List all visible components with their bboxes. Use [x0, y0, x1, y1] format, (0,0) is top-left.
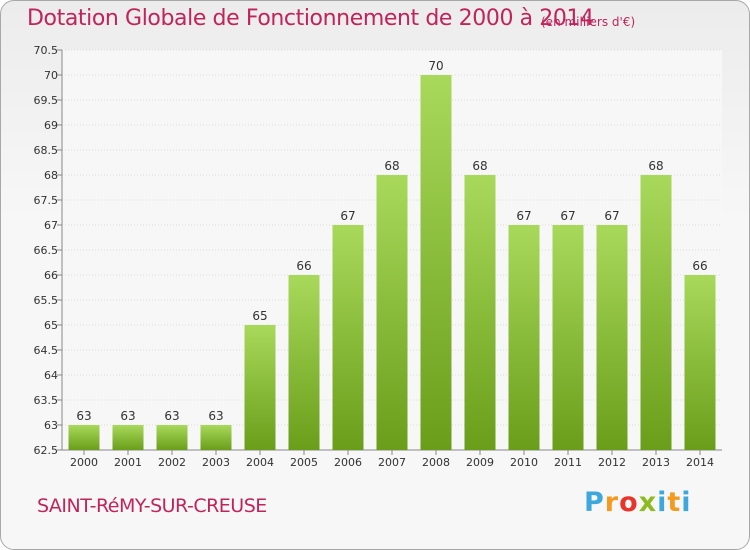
y-tick-label: 62.5 — [34, 444, 59, 457]
y-tick-label: 68 — [44, 169, 58, 182]
x-tick-label: 2006 — [334, 456, 362, 469]
bar — [640, 175, 672, 450]
bar-value-label: 63 — [76, 409, 91, 423]
x-tick-label: 2003 — [202, 456, 230, 469]
bar-value-label: 65 — [252, 309, 267, 323]
bar-value-label: 70 — [428, 59, 443, 73]
bar — [244, 325, 276, 450]
y-tick-label: 67.5 — [34, 194, 59, 207]
bar-value-label: 63 — [120, 409, 135, 423]
bar — [464, 175, 496, 450]
bar — [508, 225, 540, 450]
bar — [332, 225, 364, 450]
bar — [376, 175, 408, 450]
x-tick-label: 2000 — [70, 456, 98, 469]
bar — [596, 225, 628, 450]
y-tick-label: 70.5 — [34, 44, 59, 57]
y-tick-label: 64 — [44, 369, 58, 382]
y-tick-label: 68.5 — [34, 144, 59, 157]
x-tick-label: 2001 — [114, 456, 142, 469]
y-tick-label: 65.5 — [34, 294, 59, 307]
bar — [68, 425, 100, 450]
bar-value-label: 68 — [648, 159, 663, 173]
bar — [420, 75, 452, 450]
chart-title: Dotation Globale de Fonctionnement de 20… — [27, 6, 594, 31]
x-tick-label: 2008 — [422, 456, 450, 469]
brand-letter: t — [667, 487, 682, 518]
bar — [684, 275, 716, 450]
bar — [552, 225, 584, 450]
y-tick-label: 63 — [44, 419, 58, 432]
y-tick-label: 69.5 — [34, 94, 59, 107]
brand-letter: P — [584, 487, 605, 518]
y-tick-label: 63.5 — [34, 394, 59, 407]
x-tick-label: 2011 — [554, 456, 582, 469]
y-tick-label: 66.5 — [34, 244, 59, 257]
y-tick-label: 64.5 — [34, 344, 59, 357]
y-tick-label: 67 — [44, 219, 58, 232]
brand-letter: i — [657, 487, 668, 518]
brand-logo: Proxiti — [584, 487, 692, 518]
bar-value-label: 67 — [340, 209, 355, 223]
bar — [112, 425, 144, 450]
bar-value-label: 63 — [164, 409, 179, 423]
x-tick-label: 2005 — [290, 456, 318, 469]
y-tick-label: 69 — [44, 119, 58, 132]
chart-subtitle: (en milliers d'€) — [541, 15, 636, 29]
bar-value-label: 67 — [604, 209, 619, 223]
brand-letter: i — [681, 487, 692, 518]
x-tick-label: 2010 — [510, 456, 538, 469]
y-tick-label: 70 — [44, 69, 58, 82]
bar-value-label: 68 — [384, 159, 399, 173]
bar-value-label: 66 — [296, 259, 311, 273]
commune-name: SAINT-RéMY-SUR-CREUSE — [37, 495, 267, 517]
brand-letter: r — [604, 487, 620, 518]
x-tick-label: 2013 — [642, 456, 670, 469]
bar — [156, 425, 188, 450]
bar-value-label: 67 — [516, 209, 531, 223]
x-tick-label: 2007 — [378, 456, 406, 469]
bar — [288, 275, 320, 450]
y-tick-label: 65 — [44, 319, 58, 332]
bar-value-label: 66 — [692, 259, 707, 273]
bar — [200, 425, 232, 450]
x-tick-label: 2014 — [686, 456, 714, 469]
brand-letter: x — [638, 487, 658, 518]
bar-value-label: 63 — [208, 409, 223, 423]
x-tick-label: 2002 — [158, 456, 186, 469]
y-tick-label: 66 — [44, 269, 58, 282]
bar-value-label: 68 — [472, 159, 487, 173]
x-tick-label: 2012 — [598, 456, 626, 469]
x-tick-label: 2009 — [466, 456, 494, 469]
brand-letter: o — [619, 487, 639, 518]
bar-value-label: 67 — [560, 209, 575, 223]
x-tick-label: 2004 — [246, 456, 274, 469]
